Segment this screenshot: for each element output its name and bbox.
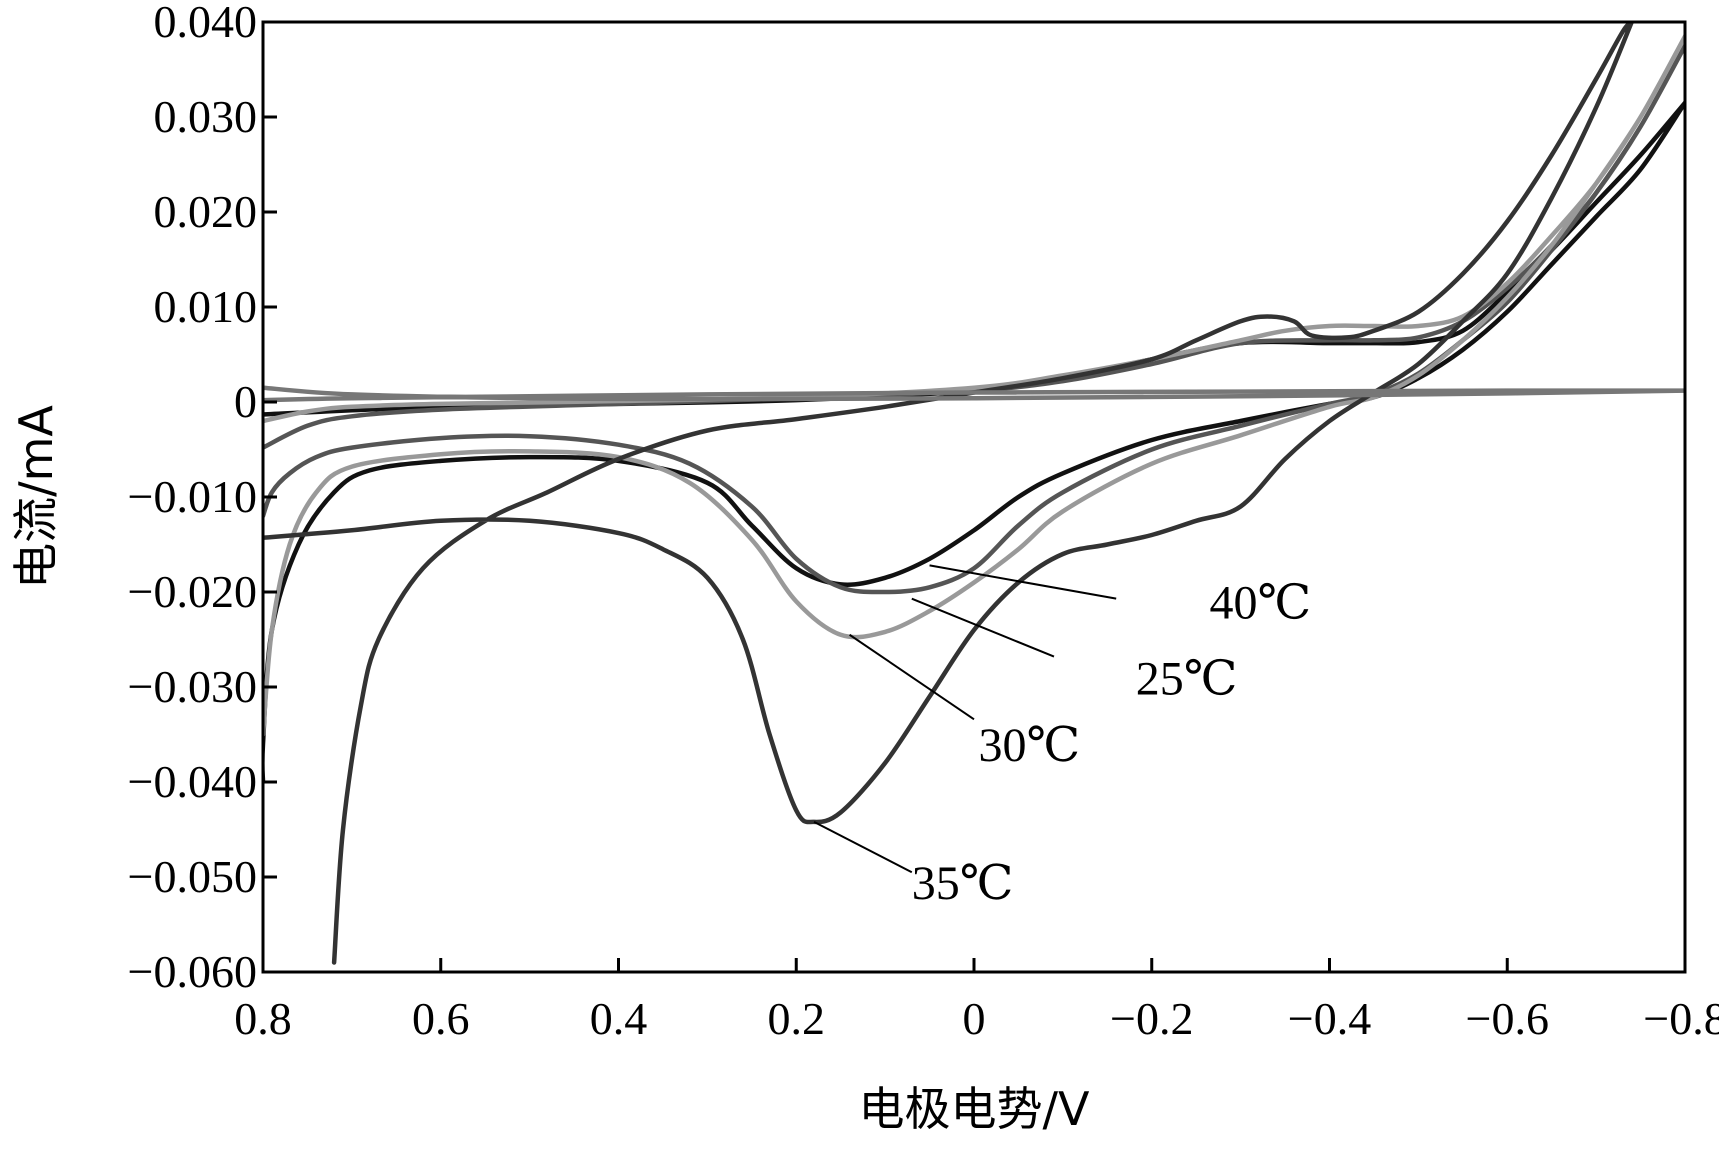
series-line-4 (263, 22, 1635, 965)
y-tick-label: −0.040 (128, 756, 257, 807)
series-line-1 (263, 98, 1685, 785)
y-tick-label: 0 (234, 376, 257, 427)
annotation-leader-line (813, 821, 913, 874)
plot-frame (261, 20, 1687, 974)
y-tick-label: −0.050 (128, 851, 257, 902)
y-tick-label: 0.040 (154, 0, 258, 47)
annotation-layer: 40℃ 25℃ 30℃ 35℃ (813, 564, 1312, 910)
annotation-leader-line (849, 633, 975, 721)
annotation-label: 40℃ (1210, 577, 1312, 630)
series-line-5 (263, 385, 1685, 403)
x-tick-label: 0 (963, 993, 986, 1044)
y-tick-label: −0.060 (128, 946, 257, 997)
x-tick-label: −0.8 (1643, 993, 1719, 1044)
y-tick-label: 0.020 (154, 186, 258, 237)
annotation-label: 30℃ (978, 719, 1080, 772)
annotation-label: 25℃ (1136, 653, 1238, 706)
ticks-layer: 0.8 0.6 0.4 0.2 0 −0.2 −0.4 −0.6 −0.8 0.040 0.030 0… (128, 0, 1719, 1044)
series-layer (263, 22, 1685, 965)
y-tick-label: −0.020 (128, 566, 257, 617)
x-tick-label: −0.6 (1466, 993, 1549, 1044)
x-tick-label: −0.2 (1110, 993, 1193, 1044)
y-axis-title: 电流/mA (9, 405, 63, 589)
x-tick-label: 0.8 (234, 993, 292, 1044)
y-tick-label: −0.030 (128, 661, 257, 712)
x-tick-label: 0.4 (590, 993, 648, 1044)
y-tick-label: 0.010 (154, 281, 258, 332)
annotation-label: 35℃ (912, 857, 1014, 910)
x-axis-title: 电极电势/V (859, 1082, 1090, 1136)
annotation-leader-line (929, 564, 1117, 600)
annotation-leader-line (911, 597, 1055, 658)
x-tick-label: 0.6 (412, 993, 470, 1044)
x-tick-label: −0.4 (1288, 993, 1371, 1044)
y-tick-label: 0.030 (154, 91, 258, 142)
series-line-3 (263, 31, 1685, 737)
series-line-2 (263, 41, 1685, 595)
x-tick-label: 0.2 (768, 993, 826, 1044)
y-tick-label: −0.010 (128, 471, 257, 522)
